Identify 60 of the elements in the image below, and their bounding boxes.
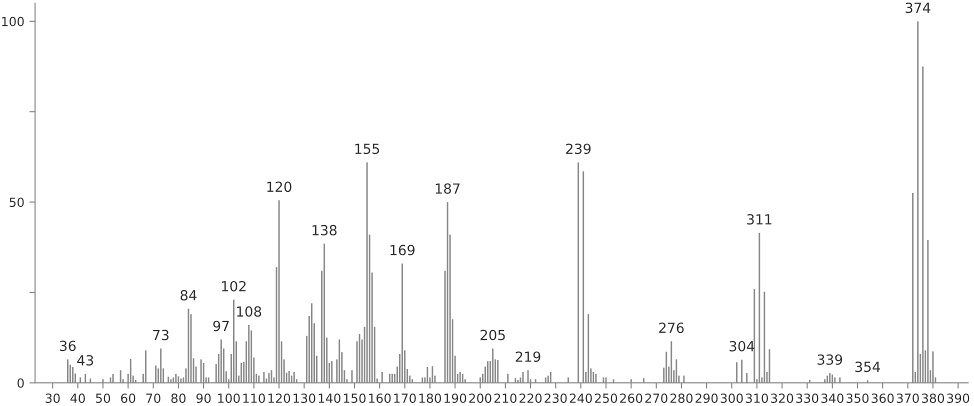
x-tick-label: 110	[243, 393, 265, 403]
x-tick-label: 130	[294, 393, 316, 403]
x-tick-label: 390	[947, 393, 970, 403]
x-tick-label: 60	[121, 393, 136, 403]
x-tick-label: 370	[896, 393, 919, 403]
annotation: 374	[906, 2, 930, 14]
annotation: 84	[180, 290, 197, 300]
annotation: 339	[818, 354, 842, 365]
annotation: 219	[516, 351, 540, 362]
annotation: 36	[60, 340, 76, 352]
y-tick-label: 100	[2, 16, 24, 26]
annotation: 155	[355, 144, 380, 154]
annotation: 138	[312, 224, 337, 236]
x-tick-label: 140	[318, 393, 340, 403]
annotation: 354	[855, 362, 880, 372]
x-tick-label: 260	[620, 393, 642, 403]
x-tick-label: 220	[520, 393, 542, 403]
annotation: 108	[237, 306, 262, 317]
annotation: 169	[390, 244, 415, 256]
x-tick-label: 310	[746, 393, 768, 403]
x-tick-label: 320	[771, 393, 794, 403]
x-tick-label: 50	[96, 393, 110, 403]
annotation: 311	[747, 214, 772, 225]
annotation: 102	[222, 280, 246, 292]
x-tick-label: 360	[872, 393, 894, 403]
annotation: 97	[213, 320, 229, 332]
x-tick-label: 80	[171, 393, 186, 403]
x-tick-label: 240	[570, 393, 592, 403]
annotation: 120	[267, 182, 292, 192]
x-tick-label: 70	[146, 393, 160, 403]
x-tick-label: 280	[670, 393, 693, 403]
annotation: 187	[436, 183, 460, 194]
x-tick-label: 180	[419, 393, 442, 403]
x-tick-label: 340	[821, 393, 844, 403]
x-tick-label: 250	[594, 393, 618, 403]
x-tick-label: 350	[846, 393, 869, 403]
x-tick-label: 150	[344, 393, 366, 403]
x-tick-label: 380	[922, 393, 944, 403]
x-tick-label: 300	[720, 393, 743, 403]
x-tick-label: 90	[196, 393, 211, 403]
x-tick-label: 160	[369, 393, 391, 403]
x-tick-label: 230	[544, 393, 567, 403]
x-tick-label: 210	[494, 393, 516, 403]
annotation: 205	[480, 330, 505, 340]
annotation: 73	[153, 330, 169, 340]
x-tick-label: 170	[394, 393, 416, 403]
annotation: 43	[77, 355, 94, 366]
annotation: 239	[566, 144, 591, 154]
x-tick-label: 200	[469, 393, 492, 403]
y-tick-label: 0	[18, 378, 24, 388]
x-tick-label: 120	[268, 393, 290, 403]
annotation: 276	[659, 322, 684, 334]
x-tick-label: 330	[796, 393, 818, 403]
x-tick-label: 30	[46, 393, 60, 403]
y-tick-label: 50	[10, 198, 24, 208]
x-tick-label: 270	[645, 393, 668, 403]
x-tick-label: 40	[70, 393, 85, 403]
x-tick-label: 290	[696, 393, 718, 403]
x-tick-label: 100	[218, 393, 240, 403]
x-tick-label: 190	[444, 393, 466, 403]
